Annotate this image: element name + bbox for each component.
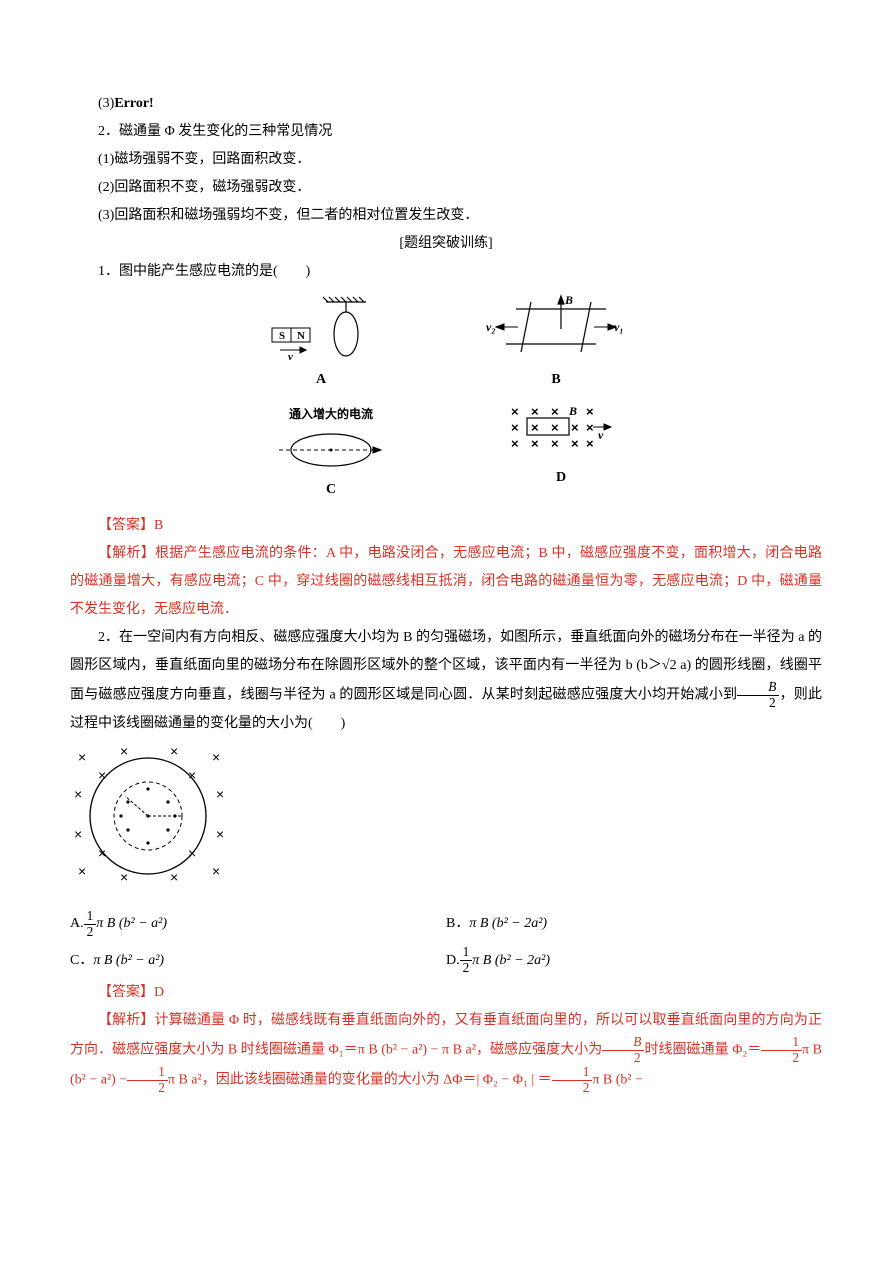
svg-text:×: ×	[511, 436, 519, 451]
svg-text:×: ×	[531, 436, 539, 451]
svg-text:×: ×	[120, 869, 128, 885]
svg-text:×: ×	[212, 863, 220, 879]
svg-text:×: ×	[586, 404, 594, 419]
q2-explain-label: 【解析】	[98, 1013, 155, 1028]
svg-text:×: ×	[551, 436, 559, 451]
figure-c-label: C	[326, 476, 336, 504]
figure-a-svg: S N v	[266, 294, 376, 364]
q1-answer-text: B	[154, 518, 163, 533]
svg-text:S: S	[279, 330, 285, 342]
q1-explain: 【解析】根据产生感应电流的条件：A 中，电路没闭合，无感应电流；B 中，磁感应强…	[70, 540, 822, 624]
svg-text:×: ×	[511, 404, 519, 419]
figure-d: ×××× ××××× ××××× B v D	[501, 402, 621, 504]
case-1: (1)磁场强弱不变，回路面积改变．	[70, 146, 822, 174]
opt-d-tail: π B (b² − 2a²)	[472, 953, 550, 968]
svg-text:×: ×	[216, 786, 224, 802]
q2-figure-svg: ×××× ×× ×× ×××× ×× ××	[70, 744, 230, 889]
q2-answer-label: 【答案】	[98, 985, 154, 1000]
q1-answer-label: 【答案】	[98, 518, 154, 533]
item3-label: (3)	[98, 96, 114, 111]
document-page: (3)Error! 2．磁通量 Φ 发生变化的三种常见情况 (1)磁场强弱不变，…	[0, 0, 892, 1156]
figure-d-label: D	[556, 464, 566, 492]
svg-text:×: ×	[120, 744, 128, 759]
svg-text:×: ×	[586, 436, 594, 451]
case-3: (3)回路面积和磁场强弱均不变，但二者的相对位置发生改变．	[70, 202, 822, 230]
option-c: C．π B (b² − a²)	[70, 943, 446, 979]
svg-text:v₁: v₁	[614, 320, 624, 334]
q2-answer-text: D	[154, 985, 164, 1000]
heading-2: 2．磁通量 Φ 发生变化的三种常见情况	[70, 118, 822, 146]
svg-text:×: ×	[571, 436, 579, 451]
svg-text:×: ×	[551, 420, 559, 435]
figure-b: B v₂ v₁ B	[486, 294, 626, 394]
opt-b-pre: B．	[446, 916, 469, 931]
svg-text:×: ×	[216, 826, 224, 842]
q2-stem-a: 2．在一空间内有方向相反、磁感应强度大小均为 B 的匀强磁场，如图所示，垂直纸面…	[70, 630, 822, 702]
opt-a-pre: A.	[70, 916, 84, 931]
opt-a-tail: π B (b² − a²)	[96, 916, 167, 931]
figure-c-svg	[271, 428, 391, 474]
svg-text:×: ×	[78, 749, 86, 765]
error-text: Error!	[114, 96, 153, 111]
q2-exp-e: π B (b² −	[592, 1073, 643, 1088]
figure-d-svg: ×××× ××××× ××××× B v	[501, 402, 621, 462]
svg-text:B: B	[568, 404, 577, 418]
option-b: B．π B (b² − 2a²)	[446, 906, 822, 942]
svg-text:B: B	[564, 294, 573, 307]
item-3: (3)Error!	[70, 90, 822, 118]
q2-explain: 【解析】计算磁通量 Φ 时，磁感线既有垂直纸面向外的，又有垂直纸面向里的，所以可…	[70, 1007, 822, 1096]
figure-c: 通入增大的电流 C	[271, 402, 391, 504]
q1-figure-row-1: S N v A	[70, 294, 822, 394]
q2-answer: 【答案】D	[70, 979, 822, 1007]
q2-exp-d: π B a²，因此该线圈磁通量的变化量的大小为 ΔΦ＝| Φ₂ − Φ₁ | ＝	[168, 1073, 552, 1088]
svg-text:×: ×	[74, 826, 82, 842]
q1-stem: 1．图中能产生感应电流的是( )	[70, 258, 822, 286]
svg-text:×: ×	[586, 420, 594, 435]
v-label: v	[288, 351, 293, 363]
svg-text:×: ×	[212, 749, 220, 765]
opt-d-pre: D.	[446, 953, 460, 968]
svg-text:×: ×	[170, 744, 178, 759]
option-a: A.12π B (b² − a²)	[70, 906, 446, 942]
q2-options: A.12π B (b² − a²) B．π B (b² − 2a²) C．π B…	[70, 906, 822, 979]
svg-text:×: ×	[551, 404, 559, 419]
q1-explain-label: 【解析】	[98, 546, 155, 561]
figure-c-caption: 通入增大的电流	[289, 402, 373, 426]
svg-text:×: ×	[531, 404, 539, 419]
svg-text:×: ×	[571, 420, 579, 435]
svg-text:v₂: v₂	[486, 320, 496, 334]
figure-a: S N v A	[266, 294, 376, 394]
case-2: (2)回路面积不变，磁场强弱改变．	[70, 174, 822, 202]
breakout-heading: [题组突破训练]	[70, 230, 822, 258]
figure-b-svg: B v₂ v₁	[486, 294, 626, 364]
figure-b-label: B	[551, 366, 560, 394]
q2-stem: 2．在一空间内有方向相反、磁感应强度大小均为 B 的匀强磁场，如图所示，垂直纸面…	[70, 624, 822, 738]
option-d: D.12π B (b² − 2a²)	[446, 943, 822, 979]
svg-text:×: ×	[170, 869, 178, 885]
q1-answer: 【答案】B	[70, 512, 822, 540]
svg-text:×: ×	[74, 786, 82, 802]
opt-c-tail: π B (b² − a²)	[93, 953, 164, 968]
q2-figure: ×××× ×× ×× ×××× ×× ××	[70, 744, 822, 900]
opt-b-tail: π B (b² − 2a²)	[469, 916, 547, 931]
svg-text:v: v	[598, 428, 604, 442]
opt-c-pre: C．	[70, 953, 93, 968]
svg-text:×: ×	[531, 420, 539, 435]
svg-text:N: N	[297, 330, 305, 342]
q1-explain-text: 根据产生感应电流的条件：A 中，电路没闭合，无感应电流；B 中，磁感应强度不变，…	[70, 546, 822, 617]
q1-figure-row-2: 通入增大的电流 C ×××× ××××× ×	[70, 402, 822, 504]
figure-a-label: A	[316, 366, 326, 394]
svg-text:×: ×	[78, 863, 86, 879]
svg-text:×: ×	[511, 420, 519, 435]
q2-exp-b: 时线圈磁通量 Φ₂＝	[644, 1042, 761, 1057]
